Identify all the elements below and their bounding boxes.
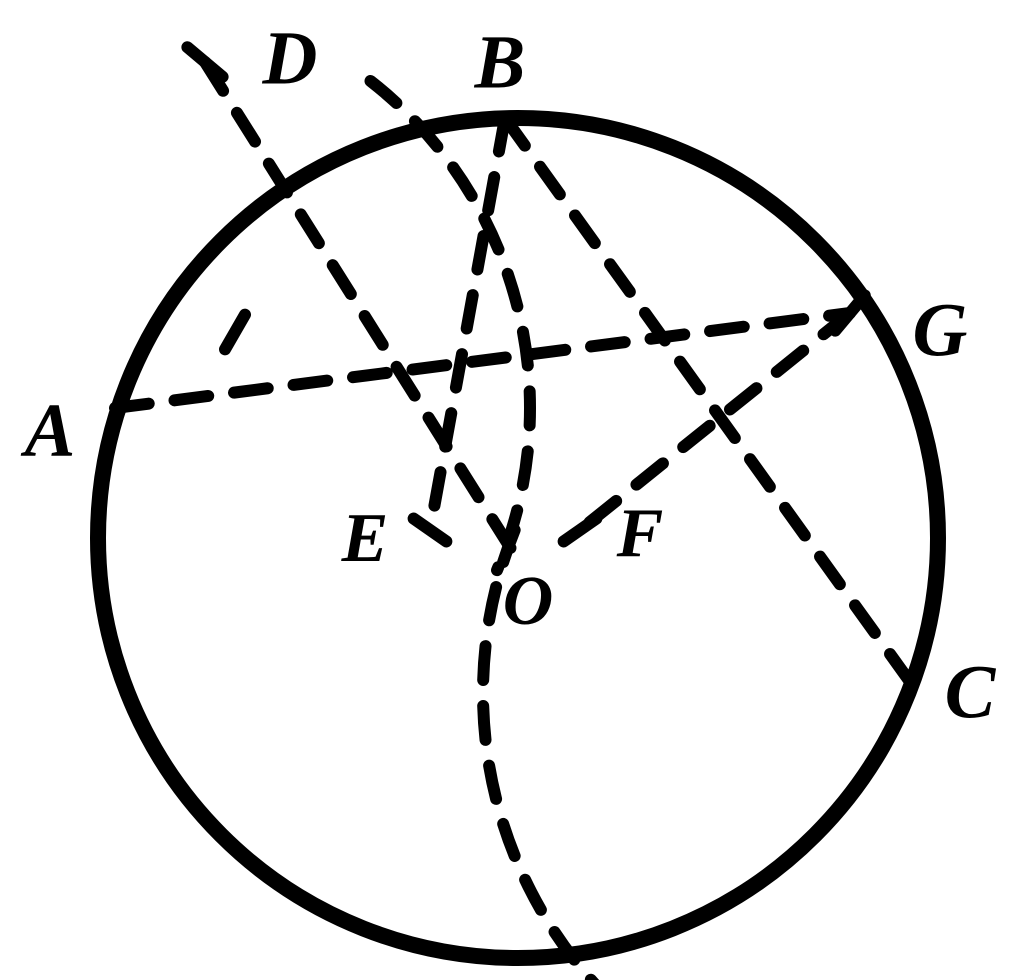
label-C: C: [945, 650, 997, 734]
main-circle-group: [98, 118, 938, 958]
label-B: B: [474, 20, 526, 104]
label-F: F: [616, 495, 664, 572]
label-G: G: [913, 288, 968, 372]
geometry-diagram: A B C D E F G O: [0, 0, 1009, 980]
label-A: A: [21, 388, 76, 472]
tick-A-cross: [225, 315, 245, 350]
label-E: E: [341, 500, 389, 577]
tick-F: [564, 519, 597, 542]
main-circle: [98, 118, 938, 958]
tick-E: [414, 519, 447, 542]
line-AG: [115, 313, 850, 408]
line-BF-to-C: [505, 118, 918, 693]
label-D: D: [262, 16, 318, 100]
auxiliary-arcs-group: [370, 81, 650, 980]
arc-DE: [370, 81, 530, 570]
label-O: O: [503, 563, 554, 640]
